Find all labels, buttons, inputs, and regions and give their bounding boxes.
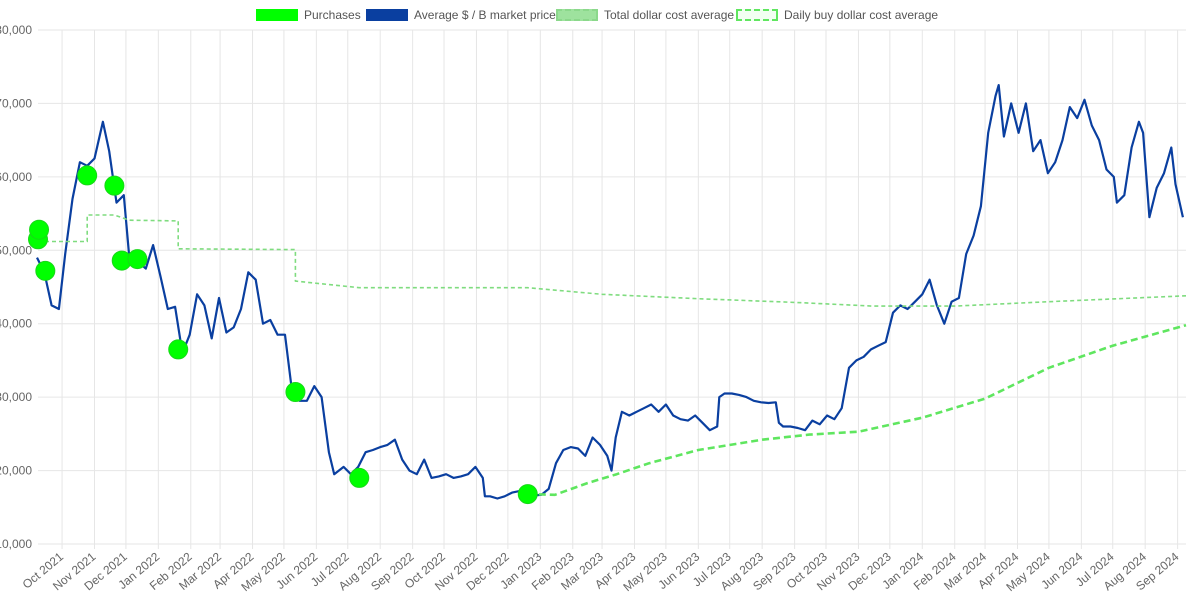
y-tick-label: $50,000 — [0, 243, 32, 257]
purchase-point — [104, 175, 125, 196]
y-tick-label: $60,000 — [0, 170, 32, 184]
chart-grid — [38, 29, 1186, 549]
legend-item-purchases[interactable]: Purchases — [256, 5, 361, 25]
purchase-point — [349, 467, 370, 488]
legend-item-total-dca[interactable]: Total dollar cost average — [556, 5, 734, 25]
chart-series — [36, 84, 1187, 500]
legend-label-market-price: Average $ / B market price — [414, 8, 556, 22]
legend-item-market-price[interactable]: Average $ / B market price — [366, 5, 556, 25]
purchase-point — [77, 165, 98, 186]
y-tick-label: $20,000 — [0, 464, 32, 478]
purchase-points — [28, 165, 538, 505]
purchase-point — [127, 249, 148, 270]
y-tick-label: $40,000 — [0, 317, 32, 331]
legend-swatch-total-dca — [556, 9, 598, 21]
purchase-point — [35, 260, 56, 281]
legend-label-daily-dca: Daily buy dollar cost average — [784, 8, 939, 22]
y-tick-label: $10,000 — [0, 537, 32, 551]
legend-swatch-market-price — [366, 9, 408, 21]
legend-label-purchases: Purchases — [304, 8, 361, 22]
legend-item-daily-dca[interactable]: Daily buy dollar cost average — [736, 5, 938, 25]
series-line-total-dollar-cost-average — [38, 214, 1187, 307]
series-line-average-b-market-price — [36, 84, 1184, 500]
y-tick-label: $80,000 — [0, 23, 32, 37]
legend-swatch-purchases — [256, 9, 298, 21]
y-tick-label: $30,000 — [0, 390, 32, 404]
purchase-point — [285, 382, 306, 403]
purchase-point — [168, 339, 189, 360]
chart-legend: Purchases Average $ / B market price Tot… — [0, 5, 1199, 25]
purchase-point — [517, 484, 538, 505]
legend-label-total-dca: Total dollar cost average — [604, 8, 735, 22]
y-tick-label: $70,000 — [0, 96, 32, 110]
legend-swatch-daily-dca — [736, 9, 778, 21]
purchase-point — [29, 219, 50, 240]
y-axis-ticks: $10,000 $20,000 $30,000 $40,000 $50,000 $60,0… — [0, 23, 32, 551]
series-line-daily-buy-dollar-cost-average — [527, 323, 1187, 497]
